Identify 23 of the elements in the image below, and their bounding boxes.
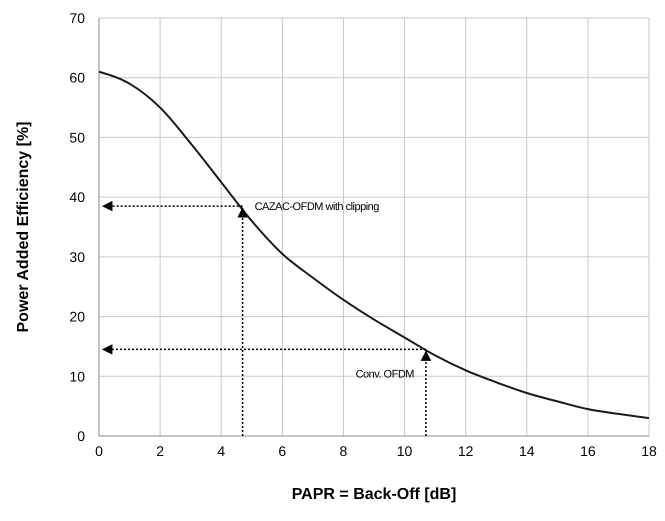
y-tick-label: 60 — [69, 70, 86, 86]
x-axis-title: PAPR = Back-Off [dB] — [292, 486, 456, 503]
x-tick-label: 18 — [641, 443, 657, 459]
line-series — [98, 70, 650, 420]
y-tick-label: 0 — [77, 428, 86, 444]
y-tick-label: 20 — [69, 308, 86, 325]
y-tick-label: 30 — [69, 248, 86, 265]
x-tick-label: 4 — [217, 443, 226, 459]
annotation: Conv. OFDM — [356, 368, 414, 380]
x-tick-label: 14 — [518, 443, 535, 459]
x-tick-label: 2 — [156, 443, 164, 459]
y-tick-label: 40 — [69, 189, 86, 206]
y-tick-label: 70 — [69, 10, 86, 26]
x-tick-label: 10 — [396, 443, 413, 459]
x-tick-label: 0 — [95, 443, 104, 459]
y-tick-label: 50 — [69, 129, 86, 146]
x-tick-label: 16 — [580, 443, 596, 459]
annotation: CAZAC-OFDM with clipping — [254, 201, 380, 214]
x-tick-label: 12 — [458, 443, 474, 459]
y-axis-title: Power Added Efficiency [%] — [15, 122, 32, 332]
x-tick-label: 8 — [340, 443, 348, 459]
y-tick-label: 10 — [69, 368, 86, 384]
x-tick-label: 6 — [278, 443, 286, 459]
